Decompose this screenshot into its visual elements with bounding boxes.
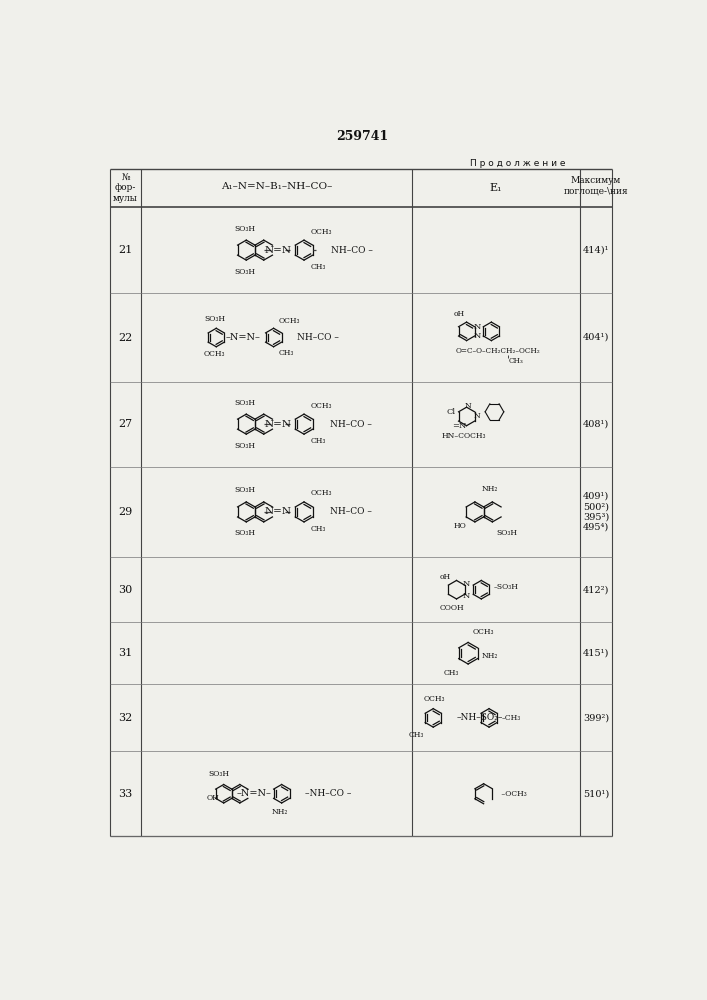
Text: –CH₃: –CH₃: [501, 714, 520, 722]
Text: 30: 30: [119, 585, 133, 595]
Text: N=N: N=N: [264, 420, 291, 429]
Text: N: N: [474, 323, 481, 331]
Text: N: N: [462, 580, 469, 588]
Text: CH₃: CH₃: [310, 525, 326, 533]
Text: SO₃H: SO₃H: [234, 486, 255, 494]
Text: N: N: [474, 332, 481, 340]
Text: –NH–SO₂–: –NH–SO₂–: [457, 713, 503, 722]
Text: 412²): 412²): [583, 585, 609, 594]
Text: 33: 33: [119, 789, 133, 799]
Text: SO₃H: SO₃H: [234, 268, 255, 276]
Text: SO₃H: SO₃H: [234, 399, 255, 407]
Text: 22: 22: [119, 333, 133, 343]
Text: OCH₃: OCH₃: [204, 350, 226, 358]
Text: A₁–N=N–B₁–NH–CO–: A₁–N=N–B₁–NH–CO–: [221, 182, 332, 191]
Text: N=N: N=N: [264, 507, 291, 516]
Text: SO₃H: SO₃H: [234, 442, 255, 450]
Text: E₁: E₁: [490, 183, 502, 193]
Text: 510¹): 510¹): [583, 789, 609, 798]
Text: 414)¹: 414)¹: [583, 246, 609, 255]
Text: SO₃H: SO₃H: [496, 529, 517, 537]
Text: 31: 31: [119, 648, 133, 658]
Text: –NH–CO –: –NH–CO –: [305, 789, 351, 798]
Text: N: N: [462, 592, 469, 600]
Text: SO₃H: SO₃H: [234, 225, 255, 233]
Text: OCH₃: OCH₃: [424, 695, 445, 703]
Text: 409¹)
500²)
395³)
495⁴): 409¹) 500²) 395³) 495⁴): [583, 492, 609, 532]
Text: OCH₃: OCH₃: [279, 317, 300, 325]
Text: HN–COCH₃: HN–COCH₃: [441, 432, 486, 440]
Text: OCH₃: OCH₃: [310, 228, 332, 236]
Text: NH₂: NH₂: [481, 485, 498, 493]
Text: NH–CO –: NH–CO –: [332, 246, 373, 255]
Text: OCH₃: OCH₃: [310, 402, 332, 410]
Text: CH₃: CH₃: [310, 437, 326, 445]
Text: NH–CO –: NH–CO –: [297, 333, 339, 342]
Text: Cl: Cl: [447, 408, 456, 416]
Text: 404¹): 404¹): [583, 333, 609, 342]
Text: N: N: [464, 402, 472, 410]
Text: N=N: N=N: [264, 246, 291, 255]
Text: COOH: COOH: [440, 604, 464, 612]
Text: CH₃: CH₃: [443, 669, 459, 677]
Text: –SO₃H: –SO₃H: [493, 583, 518, 591]
Text: 21: 21: [119, 245, 133, 255]
Text: 27: 27: [119, 419, 133, 429]
Text: OH: OH: [206, 794, 219, 802]
Text: П р о д о л ж е н и е: П р о д о л ж е н и е: [469, 159, 565, 168]
Text: –OCH₃: –OCH₃: [499, 790, 527, 798]
Text: 259741: 259741: [336, 130, 388, 143]
Text: 415¹): 415¹): [583, 649, 609, 658]
Text: NH₂: NH₂: [272, 808, 288, 816]
Text: oH: oH: [440, 573, 451, 581]
Text: NH–CO –: NH–CO –: [329, 507, 372, 516]
Text: NH₂: NH₂: [482, 652, 498, 660]
Text: SO₃H: SO₃H: [234, 529, 255, 537]
Text: HO: HO: [454, 522, 467, 530]
Text: SO₃H: SO₃H: [204, 315, 226, 323]
Text: 408¹): 408¹): [583, 420, 609, 429]
Text: CH₃: CH₃: [508, 357, 523, 365]
Text: CH₃: CH₃: [310, 263, 326, 271]
Text: oH: oH: [453, 310, 464, 318]
Text: Максимум
поглоще-\ния: Максимум поглоще-\ния: [563, 176, 629, 195]
Text: OCH₃: OCH₃: [310, 489, 332, 497]
Text: OCH₃: OCH₃: [473, 628, 494, 636]
Text: №
фор-
мулы: № фор- мулы: [113, 173, 138, 203]
Text: CH₃: CH₃: [279, 349, 293, 357]
Text: O=C–O–CH₂CH₂–OCH₂: O=C–O–CH₂CH₂–OCH₂: [456, 347, 540, 355]
Text: –N=N–: –N=N–: [225, 333, 260, 342]
Text: =N: =N: [452, 422, 466, 430]
Text: NH–CO –: NH–CO –: [329, 420, 372, 429]
Text: N: N: [474, 412, 481, 420]
Text: CH₃: CH₃: [409, 731, 424, 739]
Text: 32: 32: [119, 713, 133, 723]
Text: –N=N–: –N=N–: [236, 789, 271, 798]
Text: 29: 29: [119, 507, 133, 517]
Text: SO₃H: SO₃H: [209, 770, 230, 778]
Text: 399²): 399²): [583, 713, 609, 722]
